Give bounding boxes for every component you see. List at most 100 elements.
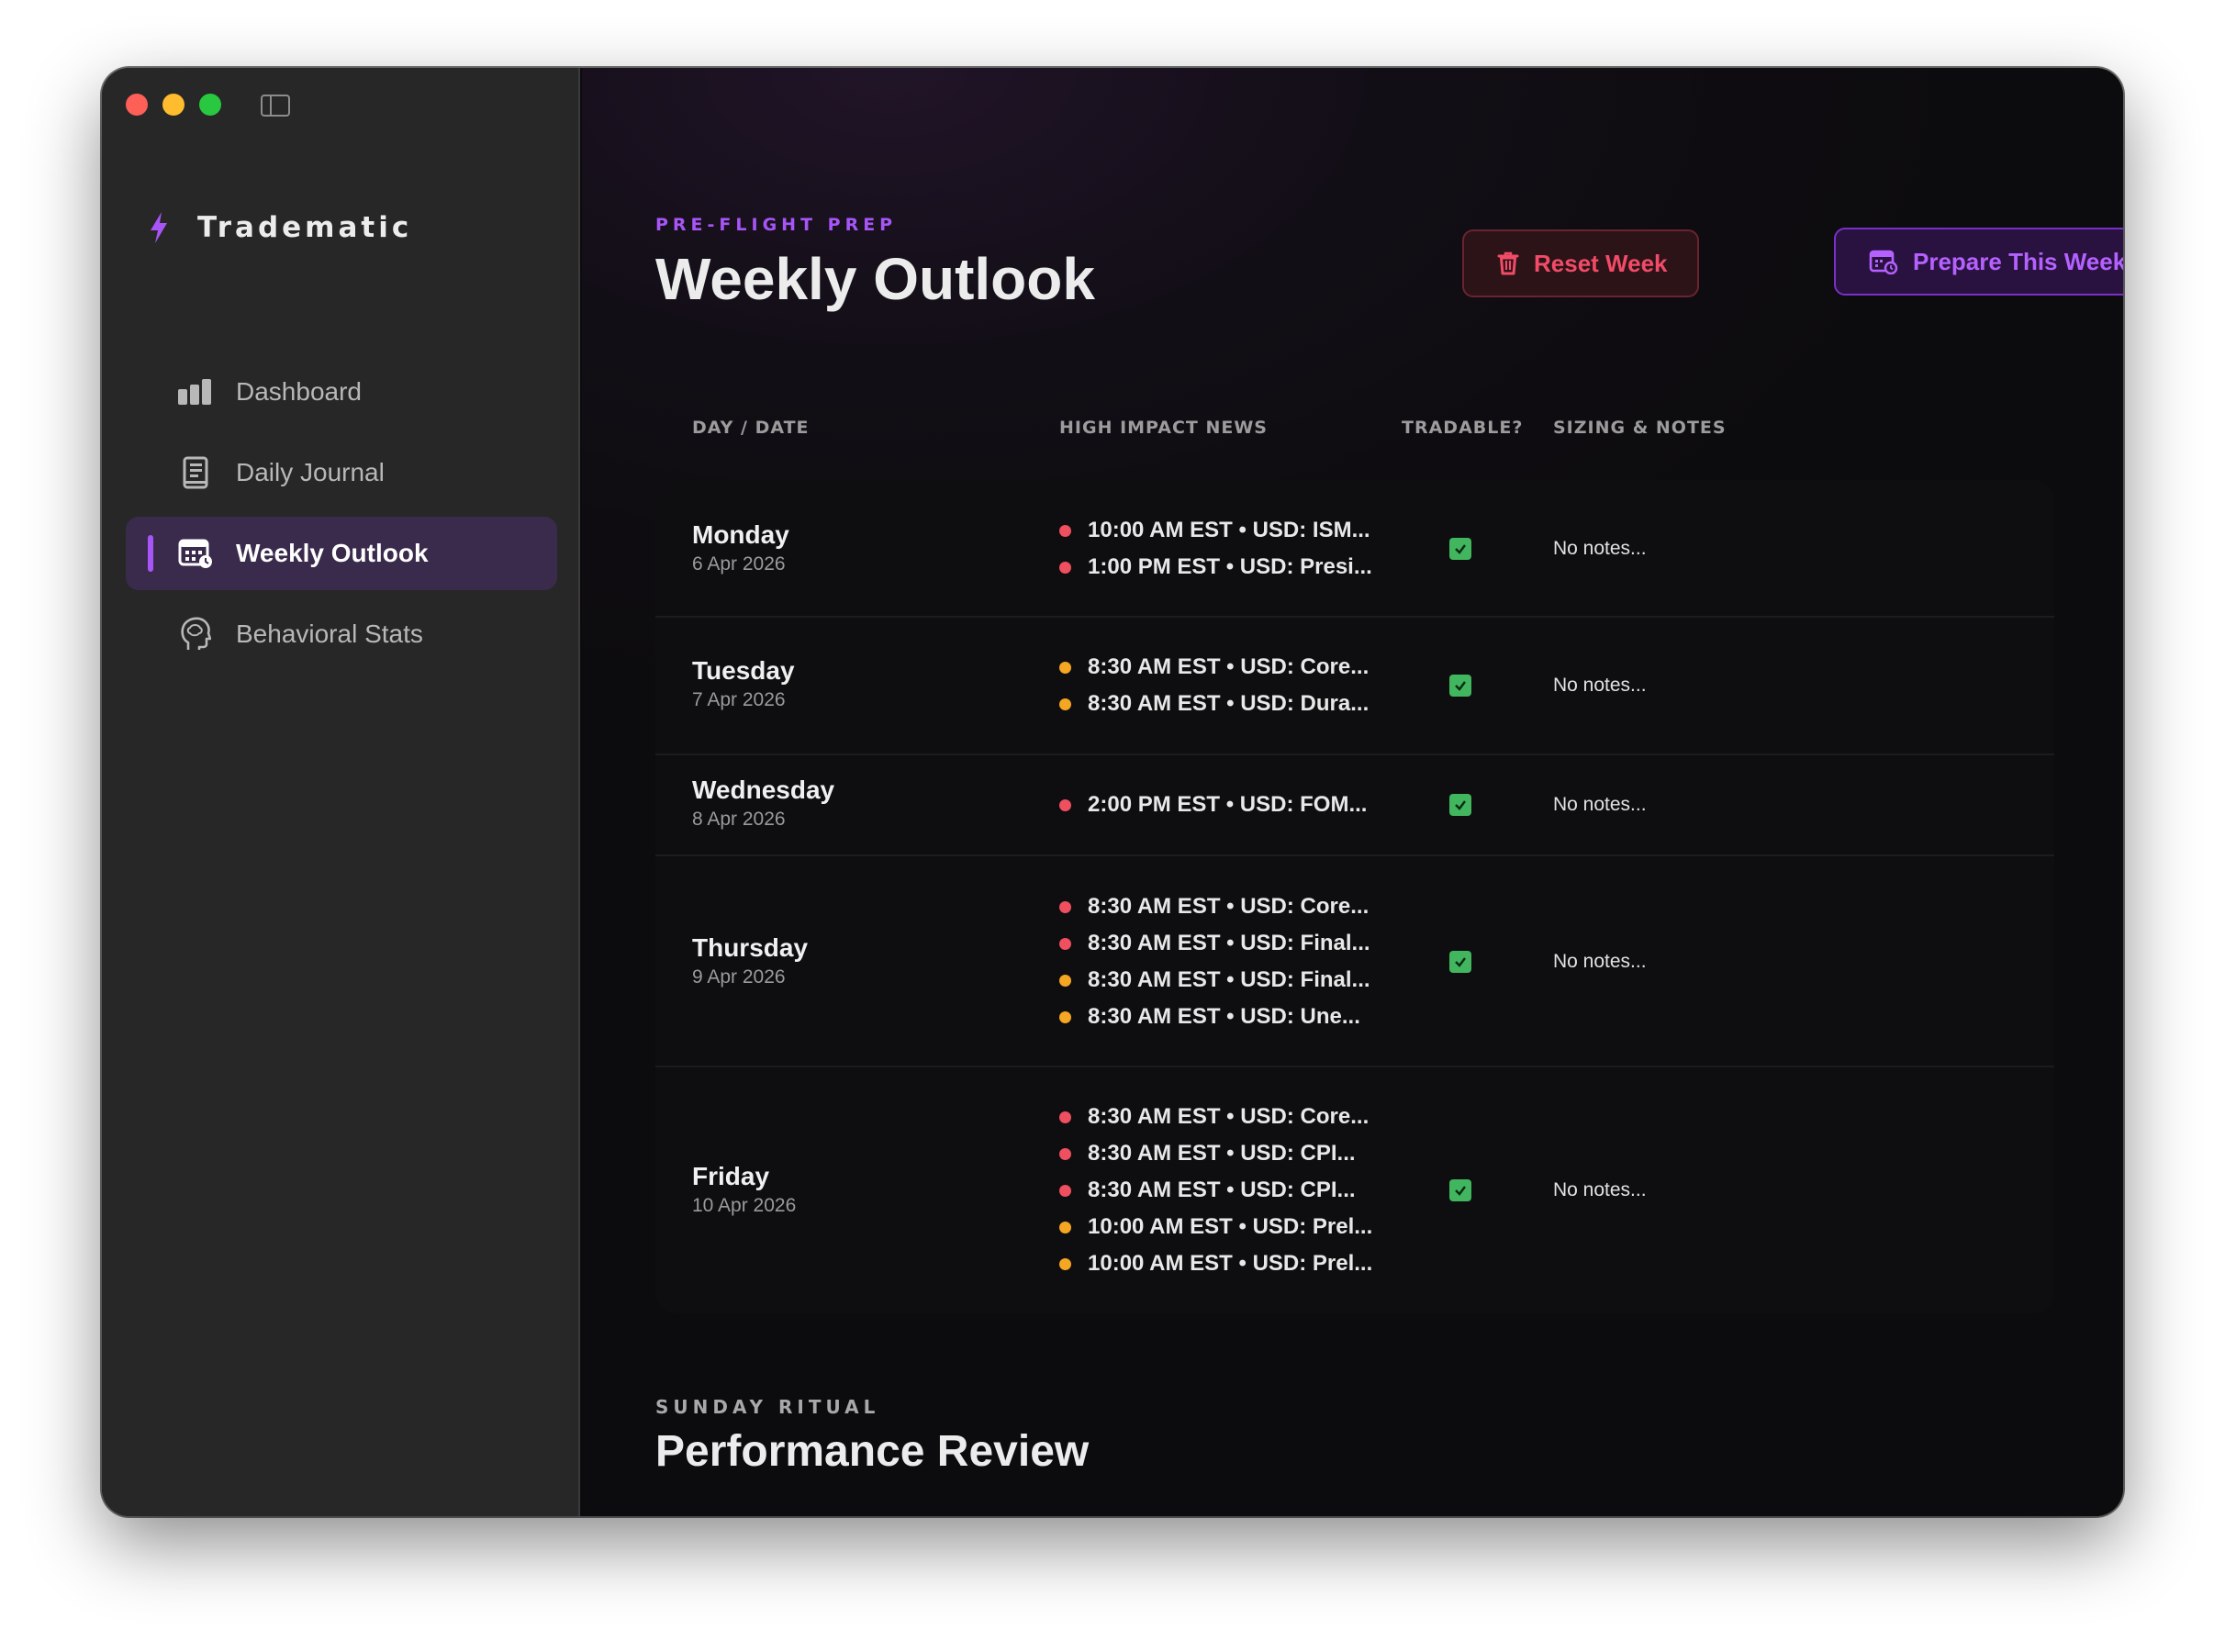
news-text: 10:00 AM EST • USD: Prel... [1088, 1251, 1373, 1276]
news-item[interactable]: 8:30 AM EST • USD: CPI... [1059, 1135, 1372, 1172]
news-item[interactable]: 2:00 PM EST • USD: FOM... [1059, 787, 1367, 823]
sidebar-item-label: Dashboard [236, 377, 362, 406]
row-date: 7 Apr 2026 [692, 689, 786, 710]
sidebar-item-label: Daily Journal [236, 458, 385, 486]
high-impact-dot [1059, 1147, 1071, 1160]
high-impact-dot [1059, 1111, 1071, 1123]
news-list: 8:30 AM EST • USD: Core... 8:30 AM EST •… [1059, 649, 1369, 722]
row-date: 9 Apr 2026 [692, 966, 786, 988]
news-text: 10:00 AM EST • USD: Prel... [1088, 1214, 1373, 1239]
sidebar-item-label: Weekly Outlook [236, 539, 429, 567]
news-text: 10:00 AM EST • USD: ISM... [1088, 518, 1370, 542]
review-title: Performance Review [655, 1427, 1090, 1476]
checkmark-icon [1455, 681, 1466, 691]
news-text: 2:00 PM EST • USD: FOM... [1088, 792, 1368, 817]
news-text: 8:30 AM EST • USD: Une... [1088, 1004, 1360, 1029]
row-date: 8 Apr 2026 [692, 809, 786, 830]
app-window: Tradematic Dashboard [102, 68, 2123, 1516]
column-header-tradable: TRADABLE? [1402, 418, 1524, 438]
trash-icon [1497, 251, 1519, 275]
news-item[interactable]: 8:30 AM EST • USD: Core... [1059, 649, 1369, 686]
medium-impact-dot [1059, 698, 1071, 710]
news-item[interactable]: 8:30 AM EST • USD: Une... [1059, 999, 1370, 1035]
news-text: 8:30 AM EST • USD: CPI... [1088, 1178, 1356, 1202]
brand: Tradematic [148, 211, 412, 244]
checkmark-icon [1455, 544, 1466, 554]
news-item[interactable]: 8:30 AM EST • USD: Core... [1059, 888, 1370, 925]
journal-icon [177, 454, 214, 491]
tradable-checkbox[interactable] [1449, 1179, 1471, 1201]
news-text: 8:30 AM EST • USD: CPI... [1088, 1141, 1356, 1166]
medium-impact-dot [1059, 1221, 1071, 1233]
row-day: Wednesday [692, 776, 835, 804]
sidebar-item-daily-journal[interactable]: Daily Journal [126, 436, 557, 509]
review-eyebrow: SUNDAY RITUAL [655, 1396, 880, 1418]
table-row[interactable]: Tuesday 7 Apr 2026 8:30 AM EST • USD: Co… [655, 618, 2054, 755]
checkmark-icon [1455, 800, 1466, 810]
news-text: 8:30 AM EST • USD: Core... [1088, 654, 1370, 679]
sidebar-item-dashboard[interactable]: Dashboard [126, 355, 557, 429]
news-item[interactable]: 8:30 AM EST • USD: CPI... [1059, 1172, 1372, 1209]
news-item[interactable]: 8:30 AM EST • USD: Core... [1059, 1099, 1372, 1135]
brain-head-icon [177, 616, 214, 653]
high-impact-dot [1059, 524, 1071, 537]
news-text: 8:30 AM EST • USD: Final... [1088, 967, 1370, 992]
lightning-bolt-icon [151, 212, 167, 243]
sidebar-nav: Dashboard Daily Journal [126, 355, 557, 678]
prepare-week-button[interactable]: Prepare This Week [1834, 228, 2123, 296]
high-impact-dot [1059, 1184, 1071, 1197]
table-row[interactable]: Monday 6 Apr 2026 10:00 AM EST • USD: IS… [655, 480, 2054, 618]
row-notes[interactable]: No notes... [1553, 1179, 1647, 1200]
reset-week-button[interactable]: Reset Week [1462, 229, 1699, 297]
table-row[interactable]: Friday 10 Apr 2026 8:30 AM EST • USD: Co… [655, 1067, 2054, 1313]
sidebar-toggle-icon[interactable] [261, 95, 290, 117]
news-list: 10:00 AM EST • USD: ISM... 1:00 PM EST •… [1059, 512, 1372, 586]
tradable-checkbox[interactable] [1449, 794, 1471, 816]
bar-chart-icon [177, 374, 214, 410]
sidebar-item-behavioral-stats[interactable]: Behavioral Stats [126, 597, 557, 671]
minimize-window-button[interactable] [162, 94, 184, 116]
brand-name: Tradematic [197, 211, 413, 244]
column-header-news: HIGH IMPACT NEWS [1059, 418, 1268, 438]
zoom-window-button[interactable] [199, 94, 221, 116]
row-day: Tuesday [692, 656, 795, 685]
tradable-checkbox[interactable] [1449, 538, 1471, 560]
tradable-checkbox[interactable] [1449, 675, 1471, 697]
sidebar-item-label: Behavioral Stats [236, 620, 423, 648]
table-row[interactable]: Thursday 9 Apr 2026 8:30 AM EST • USD: C… [655, 856, 2054, 1067]
weekly-table: Monday 6 Apr 2026 10:00 AM EST • USD: IS… [655, 480, 2054, 1313]
sidebar-item-weekly-outlook[interactable]: Weekly Outlook [126, 517, 557, 590]
high-impact-dot [1059, 937, 1071, 950]
row-notes[interactable]: No notes... [1553, 794, 1647, 815]
main-content: PRE-FLIGHT PREP Weekly Outlook Reset Wee… [582, 68, 2123, 1516]
checkmark-icon [1455, 957, 1466, 967]
news-item[interactable]: 10:00 AM EST • USD: Prel... [1059, 1209, 1372, 1245]
news-item[interactable]: 10:00 AM EST • USD: Prel... [1059, 1245, 1372, 1282]
news-item[interactable]: 8:30 AM EST • USD: Final... [1059, 925, 1370, 962]
row-day: Thursday [692, 933, 809, 962]
table-row[interactable]: Wednesday 8 Apr 2026 2:00 PM EST • USD: … [655, 755, 2054, 856]
row-day: Friday [692, 1162, 770, 1190]
medium-impact-dot [1059, 1010, 1071, 1023]
close-window-button[interactable] [126, 94, 148, 116]
high-impact-dot [1059, 798, 1071, 811]
news-item[interactable]: 8:30 AM EST • USD: Dura... [1059, 686, 1369, 722]
calendar-icon [177, 535, 214, 572]
page-title: Weekly Outlook [655, 246, 1095, 312]
row-date: 10 Apr 2026 [692, 1195, 797, 1216]
news-text: 8:30 AM EST • USD: Dura... [1088, 691, 1370, 716]
medium-impact-dot [1059, 661, 1071, 674]
row-notes[interactable]: No notes... [1553, 538, 1647, 559]
row-notes[interactable]: No notes... [1553, 675, 1647, 696]
news-item[interactable]: 8:30 AM EST • USD: Final... [1059, 962, 1370, 999]
row-notes[interactable]: No notes... [1553, 951, 1647, 972]
high-impact-dot [1059, 900, 1071, 913]
news-list: 8:30 AM EST • USD: Core... 8:30 AM EST •… [1059, 888, 1370, 1035]
row-date: 6 Apr 2026 [692, 553, 786, 575]
checkmark-icon [1455, 1186, 1466, 1196]
medium-impact-dot [1059, 974, 1071, 987]
news-item[interactable]: 1:00 PM EST • USD: Presi... [1059, 549, 1372, 586]
tradable-checkbox[interactable] [1449, 951, 1471, 973]
news-item[interactable]: 10:00 AM EST • USD: ISM... [1059, 512, 1372, 549]
news-text: 8:30 AM EST • USD: Final... [1088, 931, 1370, 955]
